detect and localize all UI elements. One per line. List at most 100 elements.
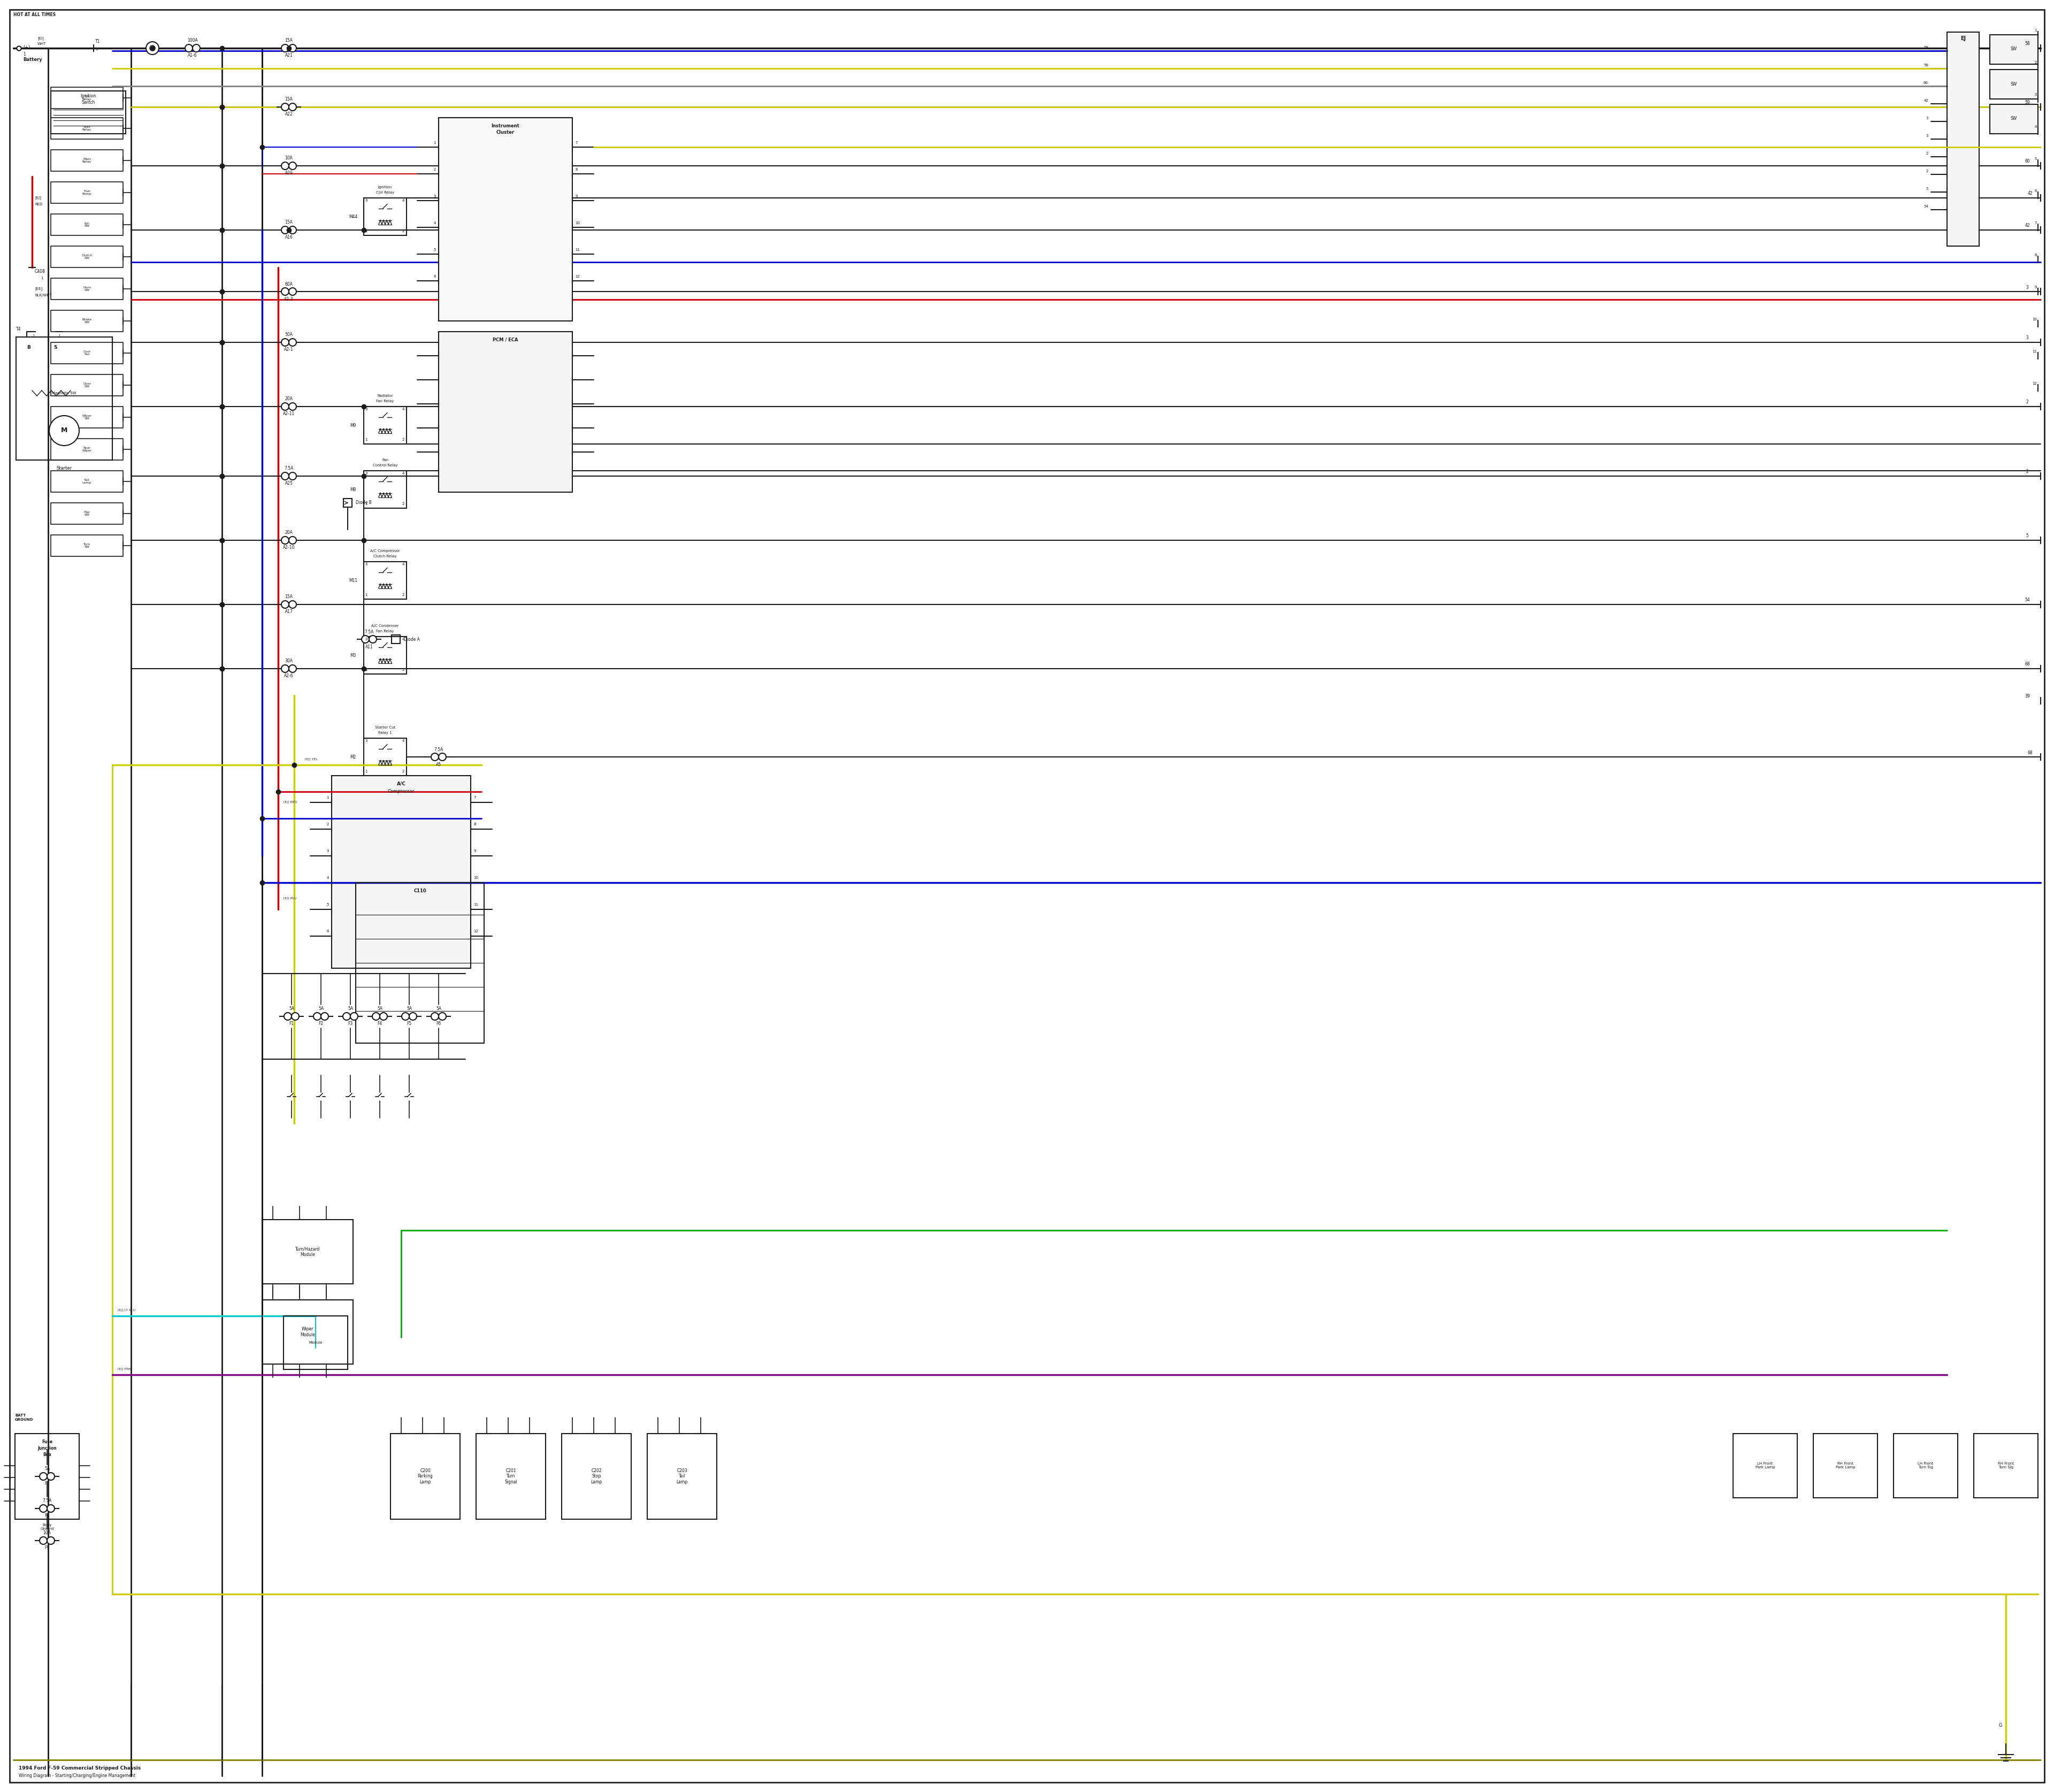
Text: 20A: 20A [286, 530, 294, 536]
Bar [51, 88, 123, 109]
Text: 8: 8 [2033, 253, 2038, 256]
Text: 39: 39 [2025, 694, 2029, 699]
Bar [51, 91, 125, 134]
Text: EJ: EJ [1960, 36, 1966, 41]
Text: SW: SW [2011, 116, 2017, 122]
Text: Magnetic SW: Magnetic SW [51, 392, 76, 394]
Text: 7: 7 [575, 142, 577, 145]
Text: 5A: 5A [290, 1007, 294, 1011]
Text: 8: 8 [575, 168, 577, 172]
Circle shape [281, 45, 290, 52]
Bar [477, 1434, 546, 1520]
Text: F3: F3 [347, 1021, 353, 1027]
Circle shape [372, 1012, 380, 1020]
Text: 5: 5 [1927, 186, 1929, 190]
Text: F9: F9 [45, 1546, 49, 1550]
Text: 1: 1 [23, 52, 25, 57]
Text: F7: F7 [45, 1482, 49, 1486]
Text: Radiator: Radiator [378, 394, 392, 398]
Text: M11: M11 [349, 579, 357, 582]
Text: 4: 4 [403, 563, 405, 566]
Circle shape [351, 1012, 357, 1020]
Text: A2-6: A2-6 [283, 674, 294, 679]
Text: Battery: Battery [23, 57, 43, 63]
Circle shape [290, 600, 296, 607]
Circle shape [440, 1012, 446, 1020]
Text: A25: A25 [286, 482, 294, 486]
Text: [EJ]: [EJ] [35, 195, 41, 199]
Text: 2: 2 [403, 502, 405, 505]
Text: 42: 42 [1925, 99, 1929, 102]
Circle shape [314, 1012, 320, 1020]
Text: 2: 2 [1927, 152, 1929, 156]
Text: 42: 42 [2027, 192, 2033, 195]
Text: RED: RED [35, 202, 43, 206]
Bar [51, 504, 123, 525]
Bar [283, 1315, 347, 1369]
Text: 1: 1 [366, 593, 368, 597]
Circle shape [47, 1538, 55, 1545]
Circle shape [431, 753, 440, 760]
Text: 68: 68 [2027, 751, 2033, 754]
Circle shape [370, 636, 376, 643]
Text: M8: M8 [349, 487, 355, 491]
Bar [1990, 70, 2038, 99]
Circle shape [431, 1012, 440, 1020]
Text: 7: 7 [472, 796, 477, 799]
Bar [51, 536, 123, 556]
Text: A16: A16 [286, 235, 294, 240]
Text: 7.5A: 7.5A [364, 629, 374, 634]
Circle shape [150, 45, 156, 50]
Text: B: B [27, 346, 31, 349]
Text: 1: 1 [366, 502, 368, 505]
Text: 60: 60 [1923, 81, 1929, 84]
Text: 4: 4 [403, 199, 405, 202]
Text: 4: 4 [403, 471, 405, 475]
Bar [561, 1434, 631, 1520]
Text: 6: 6 [2033, 190, 2038, 192]
Bar [343, 498, 351, 507]
Bar [51, 246, 123, 267]
Text: 10A: 10A [43, 1530, 51, 1536]
Circle shape [292, 1012, 300, 1020]
Text: 5A: 5A [347, 1007, 353, 1011]
Text: 4: 4 [327, 876, 329, 880]
Text: Cluster: Cluster [497, 131, 516, 134]
Bar [440, 118, 573, 321]
Text: WHT: WHT [37, 43, 45, 45]
Circle shape [281, 473, 290, 480]
Text: 3: 3 [2025, 335, 2029, 340]
Bar [51, 375, 123, 396]
Bar [51, 407, 123, 428]
Text: 9: 9 [2033, 285, 2038, 289]
Text: A/C Compressor: A/C Compressor [370, 550, 401, 552]
Circle shape [39, 1505, 47, 1512]
Text: G: G [1999, 1722, 2003, 1727]
Text: 10: 10 [575, 222, 579, 224]
Circle shape [409, 1012, 417, 1020]
Text: 68: 68 [2025, 661, 2029, 667]
Text: 8: 8 [472, 823, 477, 826]
Text: A2-11: A2-11 [283, 412, 296, 416]
Text: M9: M9 [349, 423, 355, 428]
Text: 4: 4 [403, 740, 405, 742]
Text: 3: 3 [2033, 93, 2038, 97]
Text: 3: 3 [2025, 285, 2029, 290]
Text: Brake
SW: Brake SW [82, 317, 92, 324]
Text: S/A
Relay: S/A Relay [82, 95, 92, 100]
Text: 60: 60 [2025, 159, 2029, 163]
Text: 1: 1 [327, 796, 329, 799]
Text: 3: 3 [366, 199, 368, 202]
Bar [51, 310, 123, 332]
Circle shape [343, 1012, 351, 1020]
Text: 7.5A: 7.5A [433, 747, 444, 753]
Text: Tail
Lamp: Tail Lamp [82, 478, 92, 484]
Bar [1990, 104, 2038, 134]
Text: F6: F6 [435, 1021, 442, 1027]
Text: Control Relay: Control Relay [372, 464, 398, 468]
Bar [1974, 1434, 2038, 1498]
Bar [14, 1434, 80, 1520]
Text: 1: 1 [433, 142, 435, 145]
Text: RH Front
Turn Sig: RH Front Turn Sig [1999, 1462, 2013, 1469]
Text: 10A: 10A [286, 156, 294, 161]
